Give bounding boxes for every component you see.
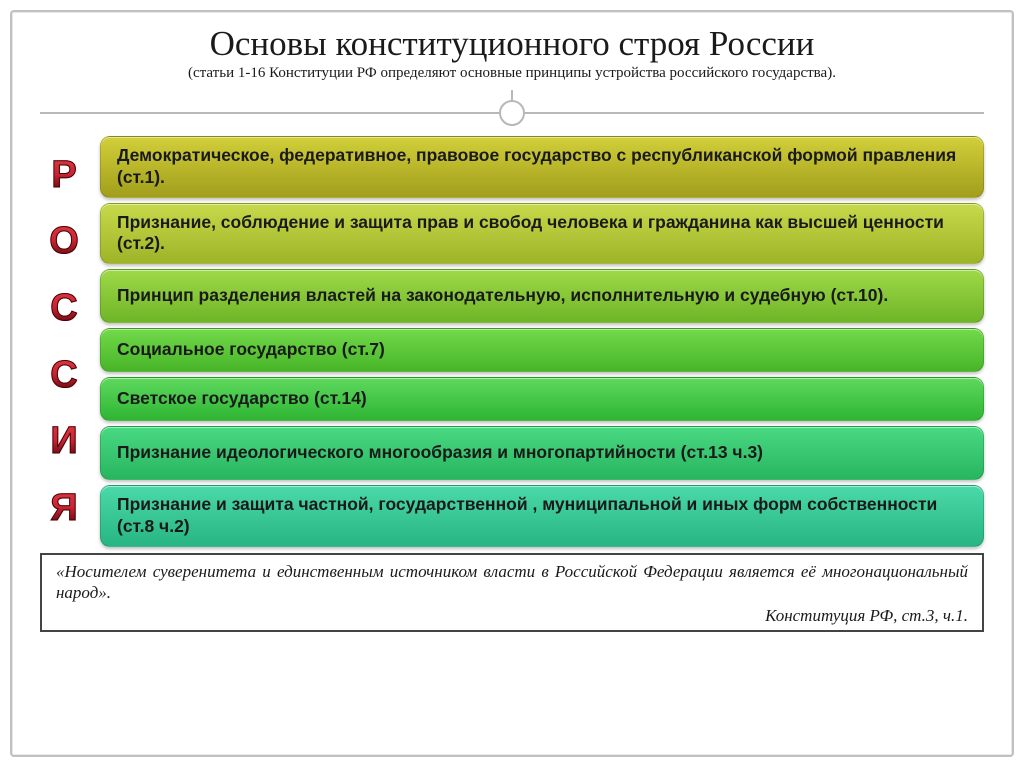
principle-bar: Светское государство (ст.14) [100, 377, 984, 421]
side-label-letter: Р [51, 158, 76, 192]
principle-bar: Социальное государство (ст.7) [100, 328, 984, 372]
principle-bar-text: Принцип разделения властей на законодате… [117, 285, 888, 307]
connector-decoration [40, 90, 984, 136]
slide-title: Основы конституционного строя России [40, 26, 984, 63]
principle-bar-text: Признание идеологического многообразия и… [117, 442, 763, 464]
quote-box: «Носителем суверенитета и единственным и… [40, 553, 984, 632]
side-label-letter: С [50, 291, 77, 325]
principle-bar-text: Признание, соблюдение и защита прав и св… [117, 212, 967, 256]
principle-bar: Признание, соблюдение и защита прав и св… [100, 203, 984, 265]
content-row: РОССИЯ Демократическое, федеративное, пр… [40, 136, 984, 547]
side-label-letter: Я [50, 491, 77, 525]
slide-subtitle: (статьи 1-16 Конституции РФ определяют о… [40, 65, 984, 82]
side-label-letter: И [50, 424, 77, 458]
principle-bar-text: Признание и защита частной, государствен… [117, 494, 967, 538]
principle-bar: Признание и защита частной, государствен… [100, 485, 984, 547]
principle-bar-text: Светское государство (ст.14) [117, 388, 367, 410]
principle-bar-text: Демократическое, федеративное, правовое … [117, 145, 967, 189]
side-label-letter: О [49, 224, 79, 258]
side-label-letter: С [50, 358, 77, 392]
principle-bar: Принцип разделения властей на законодате… [100, 269, 984, 323]
quote-text: «Носителем суверенитета и единственным и… [56, 561, 968, 604]
principle-bar: Демократическое, федеративное, правовое … [100, 136, 984, 198]
quote-cite: Конституция РФ, ст.3, ч.1. [56, 606, 968, 626]
principle-bars: Демократическое, федеративное, правовое … [100, 136, 984, 547]
principle-bar-text: Социальное государство (ст.7) [117, 339, 385, 361]
side-label-russia: РОССИЯ [40, 136, 88, 547]
slide: Основы конституционного строя России (ст… [10, 10, 1014, 757]
principle-bar: Признание идеологического многообразия и… [100, 426, 984, 480]
